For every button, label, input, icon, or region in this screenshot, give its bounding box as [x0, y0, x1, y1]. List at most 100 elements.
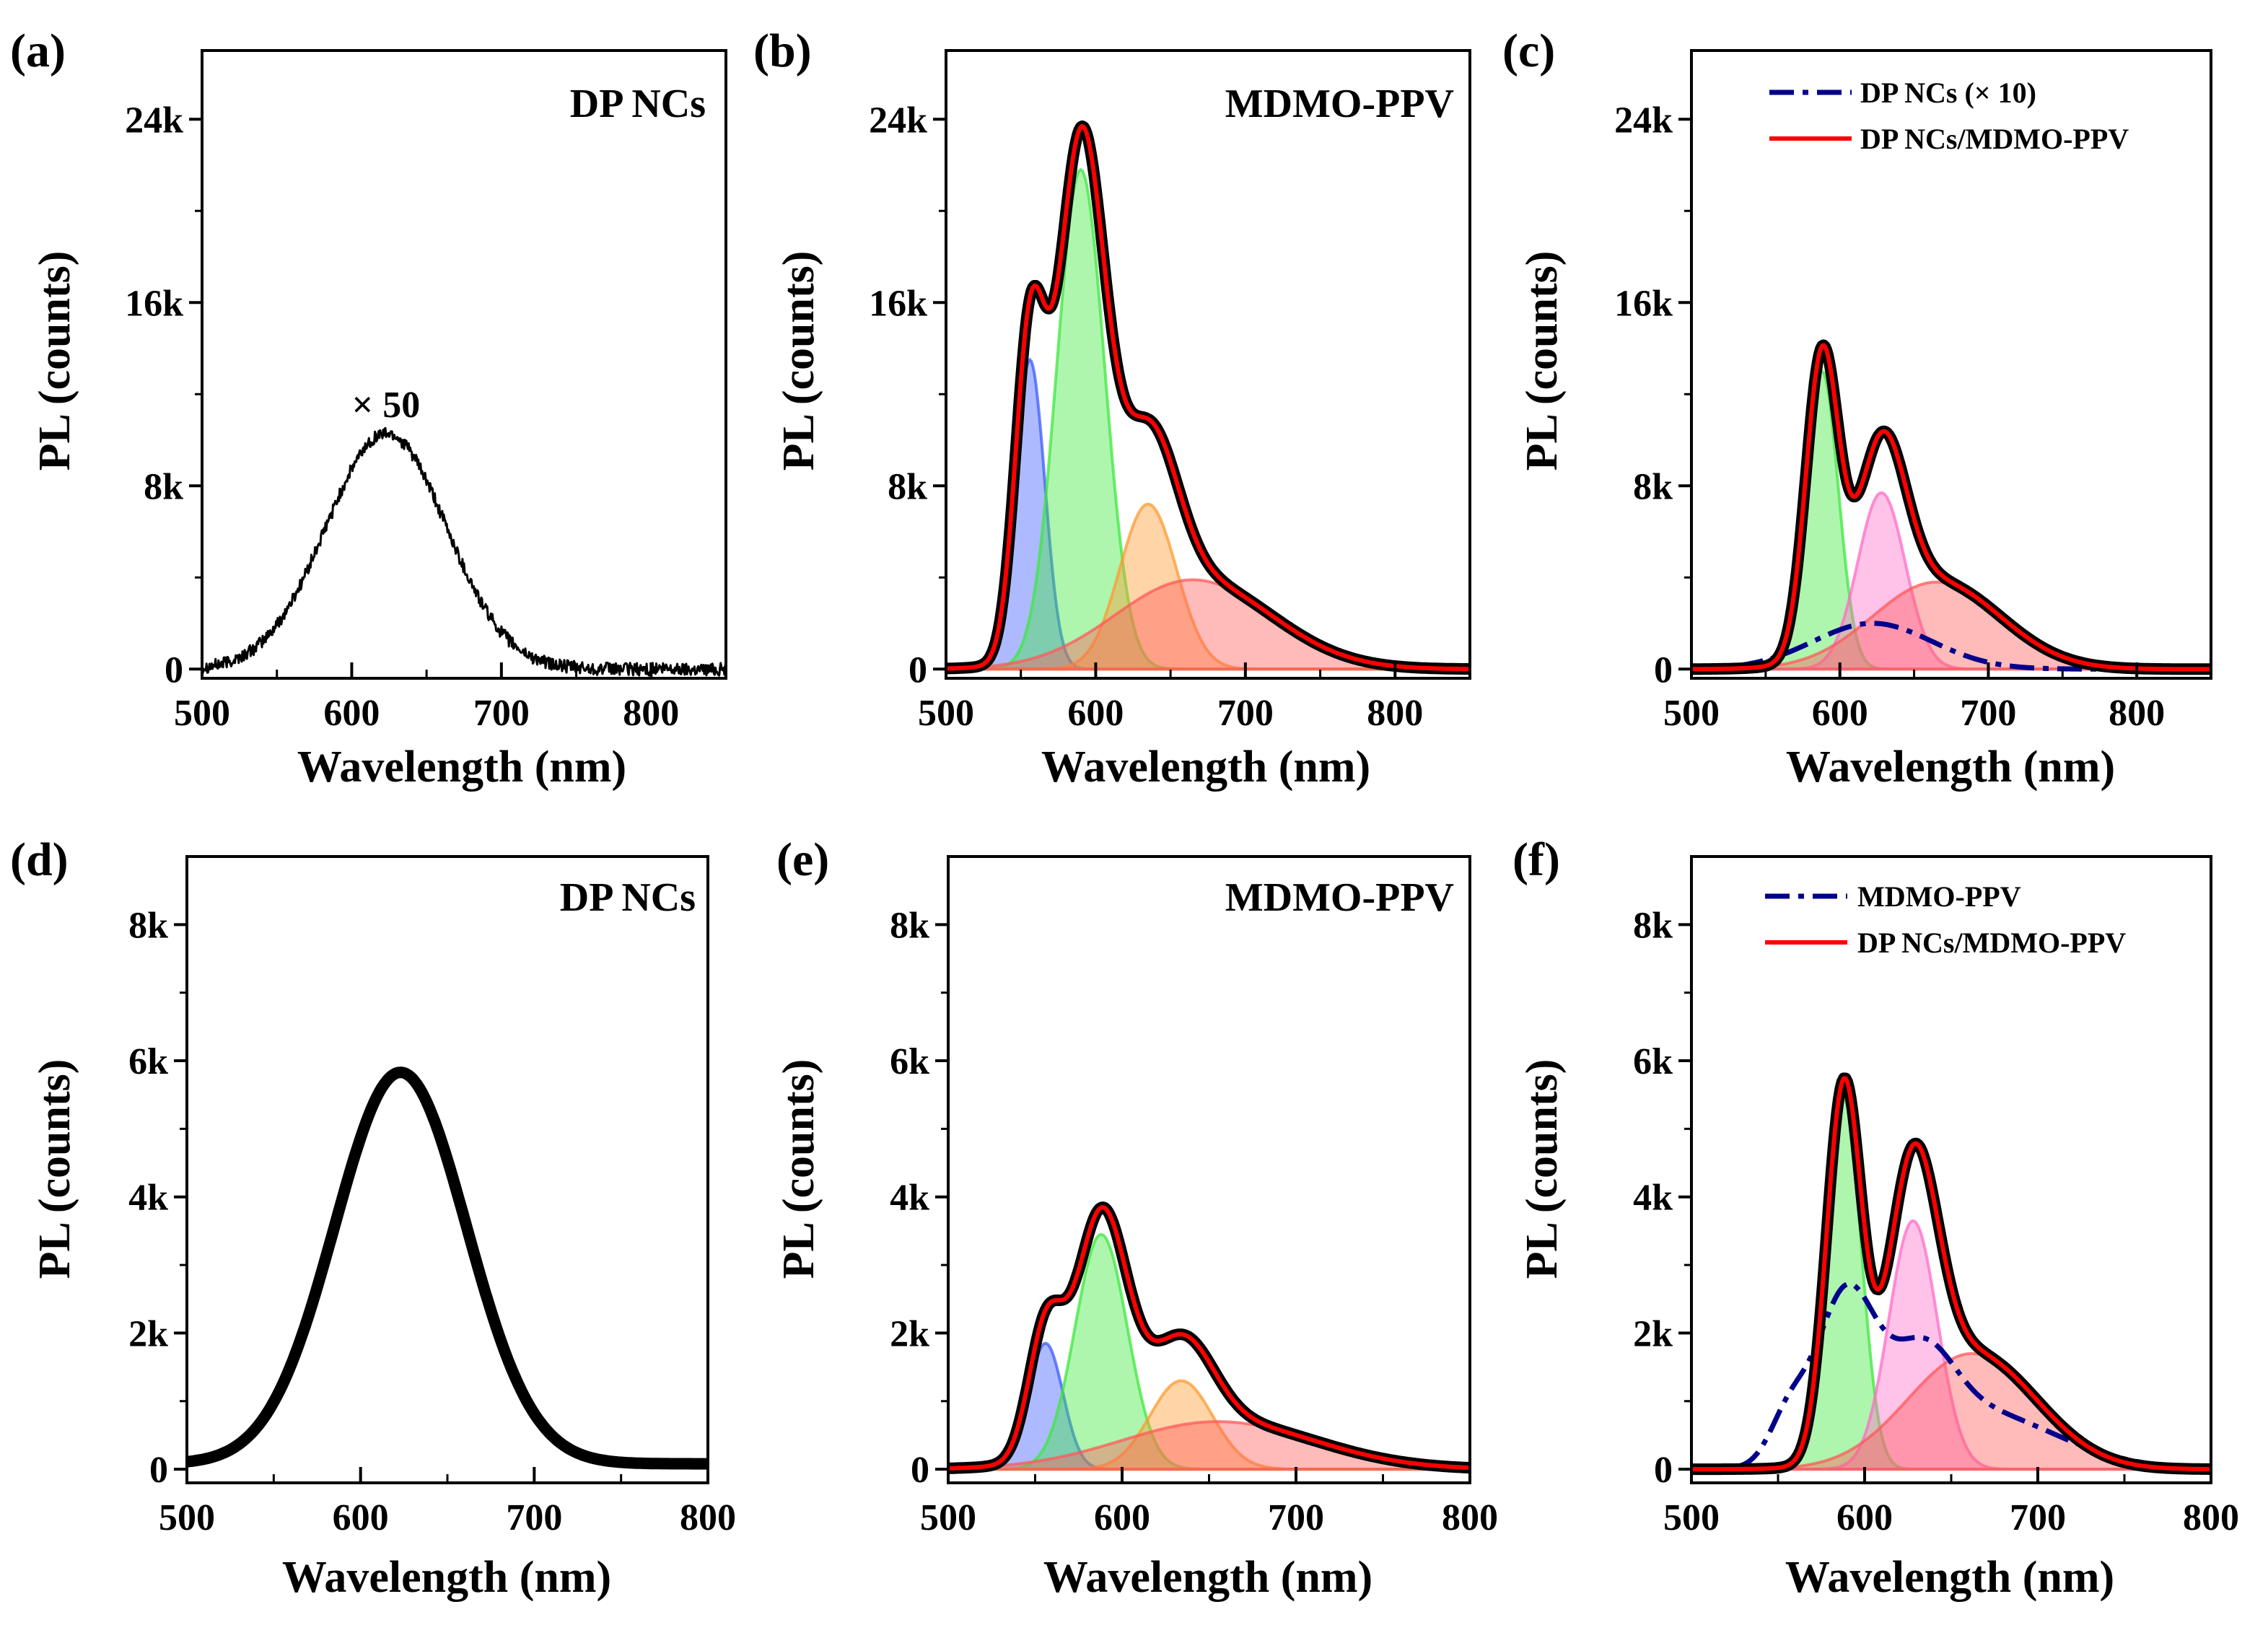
- panel-label: (a): [10, 25, 66, 77]
- x-tick-label: 600: [1094, 1497, 1150, 1538]
- y-tick-label: 24k: [1614, 100, 1673, 141]
- y-tick-label: 0: [911, 1450, 929, 1491]
- y-tick-label: 2k: [1633, 1313, 1673, 1354]
- y-tick-label: 0: [1654, 1450, 1673, 1491]
- x-tick-label: 700: [1217, 693, 1274, 734]
- chart-title: MDMO-PPV: [1225, 875, 1454, 920]
- panel-d: (d) DP NCs Wavelength (nm) PL (counts) 5…: [10, 833, 736, 1602]
- y-tick-label: 4k: [1633, 1178, 1673, 1219]
- x-tick-label: 800: [2183, 1497, 2239, 1538]
- legend-label: DP NCs/MDMO-PPV: [1857, 927, 2126, 959]
- series-cumulative-fit: [948, 1205, 1470, 1471]
- plot-area: [1691, 339, 2211, 675]
- legend-label: MDMO-PPV: [1857, 880, 2021, 913]
- chart-title: DP NCs: [570, 82, 706, 126]
- x-tick-label: 600: [333, 1497, 389, 1538]
- plot-frame: [1690, 49, 2212, 680]
- x-axis-label: Wavelength (nm): [1043, 1553, 1372, 1602]
- y-axis-label: PL (counts): [1518, 251, 1567, 471]
- y-tick-label: 16k: [869, 283, 927, 324]
- x-axis-label: Wavelength (nm): [1786, 743, 2115, 792]
- y-tick-label: 6k: [1633, 1041, 1673, 1082]
- x-axis-label: Wavelength (nm): [282, 1553, 611, 1602]
- y-axis-label: PL (counts): [774, 251, 823, 471]
- y-tick-label: 8k: [1633, 466, 1673, 507]
- x-tick-label: 500: [1663, 1497, 1720, 1538]
- x-tick-label: 500: [918, 693, 974, 734]
- x-tick-label: 700: [473, 693, 530, 734]
- y-tick-label: 0: [1654, 649, 1673, 691]
- y-tick-label: 2k: [128, 1313, 168, 1354]
- panel-label: (c): [1502, 25, 1555, 77]
- x-tick-label: 600: [323, 693, 380, 734]
- panel-b: (b) MDMO-PPV Wavelength (nm) PL (counts)…: [753, 25, 1471, 792]
- y-tick-label: 8k: [888, 466, 927, 507]
- y-tick-label: 16k: [1614, 283, 1673, 324]
- y-tick-label: 8k: [144, 466, 183, 507]
- y-tick-label: 6k: [128, 1041, 168, 1082]
- x-axis-label: Wavelength (nm): [1041, 743, 1370, 792]
- plot-area: [202, 426, 726, 677]
- panel-c: (c) Wavelength (nm) PL (counts) DP NCs (…: [1502, 25, 2212, 792]
- panel-label: (d): [10, 833, 69, 886]
- series-cumulative-fit: [946, 123, 1470, 672]
- y-tick-label: 0: [149, 1450, 168, 1491]
- legend: MDMO-PPV DP NCs/MDMO-PPV: [1765, 880, 2126, 959]
- x-tick-label: 700: [506, 1497, 562, 1538]
- y-axis-label: PL (counts): [30, 1059, 79, 1279]
- y-tick-label: 8k: [890, 905, 929, 946]
- chart-title: DP NCs: [560, 875, 696, 920]
- x-tick-label: 800: [623, 693, 679, 734]
- x-tick-label: 600: [1067, 693, 1124, 734]
- y-tick-label: 4k: [890, 1178, 929, 1219]
- legend: DP NCs (× 10) DP NCs/MDMO-PPV: [1769, 76, 2129, 155]
- x-tick-label: 500: [920, 1497, 976, 1538]
- x-tick-label: 800: [1367, 693, 1423, 734]
- panel-label: (b): [753, 25, 812, 77]
- plot-frame: [945, 49, 1471, 680]
- y-tick-label: 0: [908, 649, 927, 691]
- x-tick-label: 800: [680, 1497, 736, 1538]
- x-tick-label: 700: [1268, 1497, 1324, 1538]
- y-tick-label: 6k: [890, 1041, 929, 1082]
- panel-a: (a) DP NCs Wavelength (nm) PL (counts) ×…: [10, 25, 727, 792]
- panel-label: (f): [1512, 833, 1560, 886]
- x-tick-label: 700: [2010, 1497, 2066, 1538]
- plot-area: [1691, 1072, 2211, 1476]
- plot-frame: [201, 49, 727, 680]
- y-tick-label: 2k: [890, 1313, 929, 1354]
- y-tick-label: 0: [165, 649, 183, 691]
- x-tick-label: 800: [2109, 693, 2165, 734]
- plot-area: [946, 120, 1470, 675]
- y-axis-label: PL (counts): [30, 251, 79, 471]
- x-tick-label: 500: [1663, 693, 1720, 734]
- x-tick-label: 500: [159, 1497, 215, 1538]
- panel-label: (e): [776, 833, 829, 886]
- y-axis-label: PL (counts): [1518, 1059, 1567, 1279]
- series-dp-ncs: [187, 1066, 708, 1470]
- y-tick-label: 24k: [869, 100, 927, 141]
- fit-peak-665: [1691, 580, 2211, 671]
- y-tick-label: 24k: [125, 100, 183, 141]
- y-tick-label: 16k: [125, 283, 183, 324]
- plot-area: [187, 1066, 708, 1470]
- x-tick-label: 700: [1960, 693, 2016, 734]
- y-tick-label: 8k: [128, 905, 168, 946]
- x-axis-label: Wavelength (nm): [297, 743, 626, 792]
- series-dp-ncs-mdmo-ppv: [1691, 1076, 2211, 1472]
- x-tick-label: 600: [1836, 1497, 1893, 1538]
- legend-label: DP NCs/MDMO-PPV: [1860, 123, 2129, 155]
- chart-title: MDMO-PPV: [1225, 82, 1454, 126]
- x-tick-label: 800: [1442, 1497, 1498, 1538]
- x-axis-label: Wavelength (nm): [1785, 1553, 2114, 1602]
- legend-label: DP NCs (× 10): [1860, 76, 2036, 109]
- y-axis-label: PL (counts): [774, 1059, 823, 1279]
- series-dp-ncs: [202, 426, 726, 677]
- peak-annotation: × 50: [352, 385, 421, 426]
- panel-f: (f) Wavelength (nm) PL (counts) MDMO-PPV…: [1512, 833, 2239, 1602]
- y-tick-label: 8k: [1633, 905, 1673, 946]
- y-tick-label: 4k: [128, 1178, 168, 1219]
- x-tick-label: 600: [1812, 693, 1868, 734]
- plot-area: [948, 1201, 1470, 1474]
